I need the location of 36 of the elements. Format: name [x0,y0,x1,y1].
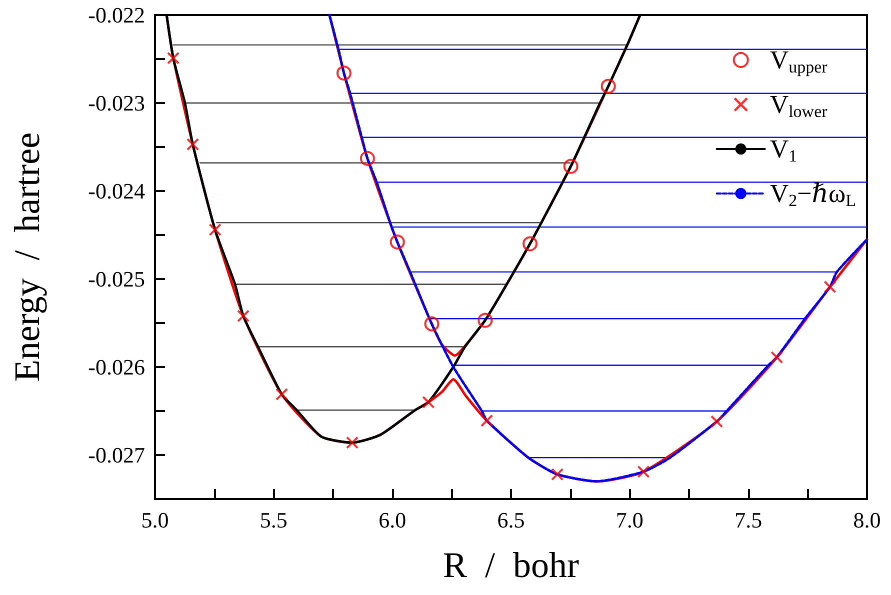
point [563,158,578,174]
x-tick-label: 5.0 [141,508,169,532]
y-tick-label: -0.023 [88,90,145,116]
y-tick-label: -0.024 [88,178,145,204]
x-tick-label: 6.0 [378,508,406,532]
y-axis-title: Energy / hartree [7,132,47,382]
point [424,316,440,332]
point [390,234,405,250]
y-tick-label: -0.025 [88,266,145,292]
point [770,351,783,364]
x-tick-label: 6.5 [497,508,525,532]
point [186,138,199,150]
x-tick-label: 7.5 [734,508,762,532]
point [167,52,180,64]
x-tick-label: 5.5 [260,508,288,532]
point [710,416,723,428]
line-series [328,14,868,483]
point [209,224,222,236]
y-tick-label: -0.022 [88,2,145,28]
y-tick-label: -0.026 [88,354,145,380]
point [824,280,836,293]
point [237,310,250,322]
point [637,466,650,478]
point [600,78,616,94]
x-tick-label: 8.0 [853,508,881,532]
point [346,436,358,449]
point [551,468,564,480]
point [360,150,375,166]
point [478,312,493,328]
point [522,236,538,252]
point [422,396,434,408]
point [480,414,493,427]
y-tick-label: -0.027 [88,442,145,468]
point [336,66,352,81]
x-tick-label: 7.0 [616,508,644,532]
x-axis-title: R / bohr [442,545,580,585]
